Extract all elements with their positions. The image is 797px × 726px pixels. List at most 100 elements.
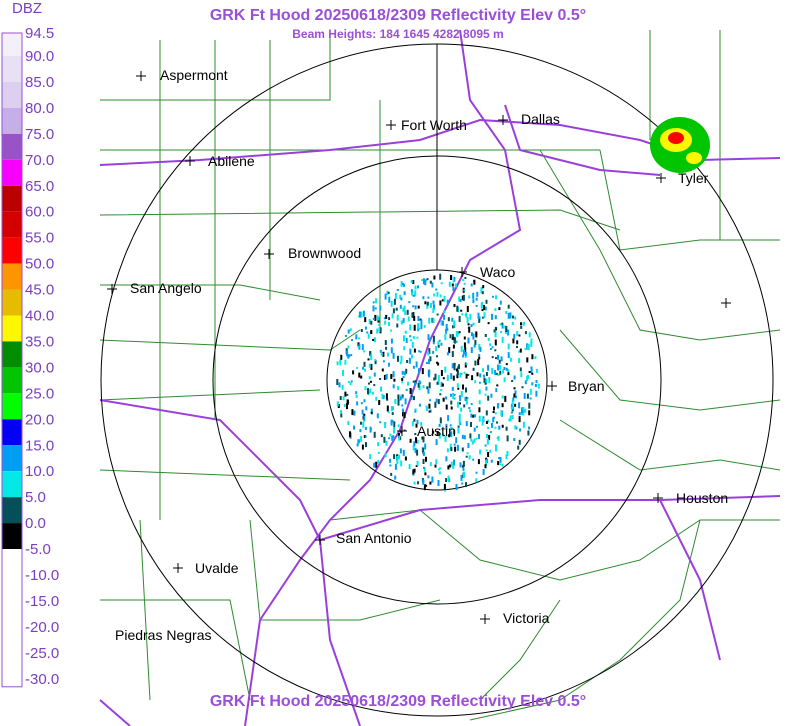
echo-pixel <box>364 426 367 430</box>
echo-pixel <box>452 337 455 340</box>
echo-pixel <box>511 400 514 406</box>
echo-pixel <box>397 355 399 362</box>
echo-pixel <box>491 346 494 349</box>
echo-pixel <box>447 317 450 322</box>
echo-pixel <box>478 415 481 422</box>
echo-pixel <box>434 373 437 380</box>
echo-pixel <box>415 465 418 467</box>
echo-pixel <box>458 331 461 334</box>
echo-pixel <box>449 443 452 450</box>
city-label: San Antonio <box>336 530 412 546</box>
echo-pixel <box>475 332 478 335</box>
echo-pixel <box>519 348 522 353</box>
echo-pixel <box>356 401 359 406</box>
echo-pixel <box>487 395 490 401</box>
echo-pixel <box>497 364 499 371</box>
echo-pixel <box>499 463 502 466</box>
city-label: Piedras Negras <box>115 627 212 643</box>
echo-pixel <box>509 357 512 362</box>
echo-pixel <box>461 447 464 452</box>
echo-pixel <box>526 376 529 381</box>
echo-pixel <box>362 366 365 370</box>
echo-pixel <box>509 312 512 319</box>
echo-pixel <box>362 421 365 428</box>
echo-pixel <box>446 448 449 453</box>
echo-pixel <box>516 346 518 348</box>
echo-pixel <box>423 278 425 285</box>
echo-pixel <box>353 410 356 416</box>
echo-pixel <box>497 354 499 360</box>
echo-pixel <box>478 434 480 439</box>
echo-pixel <box>360 421 362 425</box>
legend-swatch <box>2 107 22 134</box>
echo-pixel <box>365 406 368 411</box>
echo-pixel <box>397 424 400 428</box>
echo-pixel <box>383 436 386 443</box>
legend-swatch <box>2 367 22 394</box>
echo-pixel <box>340 410 342 414</box>
echo-pixel <box>434 464 437 468</box>
echo-pixel <box>470 403 473 406</box>
echo-pixel <box>453 304 456 307</box>
echo-pixel <box>442 398 445 401</box>
echo-pixel <box>411 354 413 359</box>
echo-pixel <box>385 440 388 446</box>
echo-pixel <box>440 382 443 387</box>
echo-pixel <box>507 304 510 309</box>
echo-pixel <box>484 334 487 337</box>
echo-pixel <box>501 395 504 399</box>
legend-swatch <box>2 263 22 290</box>
echo-pixel <box>489 343 492 347</box>
echo-pixel <box>518 350 521 353</box>
echo-pixel <box>496 437 499 439</box>
echo-pixel <box>412 280 415 284</box>
echo-pixel <box>394 399 397 403</box>
echo-pixel <box>446 327 449 331</box>
echo-pixel <box>495 357 497 360</box>
echo-pixel <box>511 415 514 420</box>
echo-pixel <box>367 388 369 395</box>
echo-pixel <box>472 292 475 299</box>
echo-pixel <box>379 421 382 424</box>
echo-pixel <box>432 300 435 305</box>
echo-pixel <box>472 322 475 326</box>
echo-pixel <box>409 335 412 338</box>
echo-pixel <box>524 348 527 351</box>
echo-pixel <box>346 403 348 410</box>
echo-pixel <box>422 459 425 464</box>
echo-pixel <box>456 305 459 312</box>
echo-pixel <box>433 293 436 297</box>
echo-pixel <box>530 367 533 374</box>
echo-pixel <box>377 451 380 454</box>
echo-pixel <box>421 279 424 281</box>
echo-pixel <box>460 309 463 312</box>
echo-pixel <box>472 458 475 461</box>
echo-pixel <box>446 299 449 306</box>
echo-pixel <box>534 384 537 387</box>
echo-pixel <box>381 368 384 372</box>
echo-pixel <box>392 371 395 378</box>
echo-pixel <box>446 352 449 356</box>
echo-pixel <box>494 426 497 429</box>
echo-pixel <box>521 386 524 389</box>
echo-pixel <box>363 413 366 416</box>
echo-pixel <box>487 322 490 325</box>
legend-label: -5.0 <box>25 541 51 558</box>
echo-pixel <box>361 344 364 351</box>
city-label: Waco <box>480 264 515 280</box>
echo-pixel <box>388 322 390 326</box>
echo-pixel <box>384 453 387 458</box>
echo-pixel <box>438 468 440 471</box>
echo-pixel <box>483 312 486 319</box>
echo-pixel <box>446 374 449 381</box>
echo-pixel <box>374 307 377 310</box>
echo-pixel <box>475 437 478 440</box>
echo-pixel <box>444 435 447 442</box>
echo-pixel <box>455 484 458 490</box>
echo-pixel <box>527 345 530 351</box>
echo-pixel <box>501 463 504 467</box>
echo-pixel <box>448 347 451 354</box>
echo-pixel <box>443 310 446 314</box>
echo-pixel <box>414 448 417 454</box>
echo-pixel <box>432 350 435 354</box>
